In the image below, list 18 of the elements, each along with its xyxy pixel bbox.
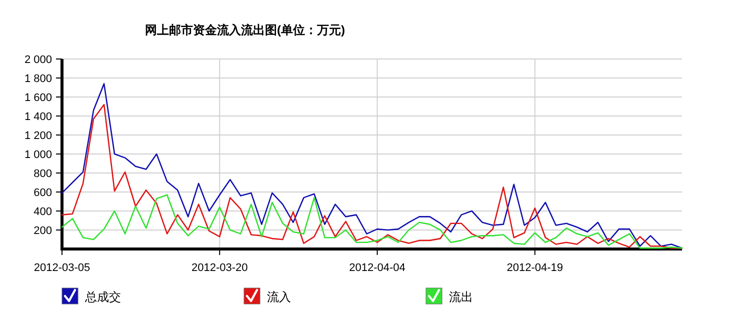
y-tick-label: 1 200 xyxy=(24,130,52,142)
y-tick-label: 400 xyxy=(34,206,52,218)
y-tick-label: 1 400 xyxy=(24,111,52,123)
y-tick-label: 1 000 xyxy=(24,149,52,161)
y-tick-label: 1 800 xyxy=(24,73,52,85)
x-tick-label: 2012-03-20 xyxy=(191,262,248,274)
legend-label: 流出 xyxy=(449,290,473,304)
y-tick-label: 800 xyxy=(34,168,52,180)
x-tick-label: 2012-04-19 xyxy=(506,262,564,274)
x-tick-label: 2012-04-04 xyxy=(349,262,406,274)
chart-title: 网上邮市资金流入流出图(单位：万元) xyxy=(145,23,345,37)
legend-label: 总成交 xyxy=(84,290,121,304)
y-tick-label: 200 xyxy=(34,225,52,237)
y-tick-label: 2 000 xyxy=(24,54,52,66)
x-tick-label: 2012-03-05 xyxy=(34,262,90,274)
y-tick-label: 1 600 xyxy=(24,92,52,104)
legend-label: 流入 xyxy=(267,290,291,304)
y-tick-label: 600 xyxy=(34,187,52,199)
